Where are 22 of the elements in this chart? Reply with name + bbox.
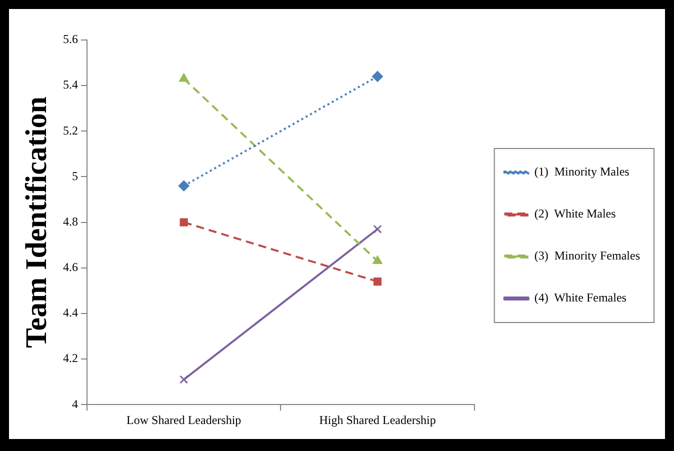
y-tick-label: 4.6 xyxy=(63,260,78,274)
legend-label: (1) Minority Males xyxy=(534,164,630,179)
y-tick-label: 4.2 xyxy=(63,351,78,366)
point xyxy=(373,278,382,286)
x-tick-label: High Shared Leadership xyxy=(319,412,436,427)
legend-label: (4) White Females xyxy=(534,290,627,305)
y-tick-label: 5.4 xyxy=(63,78,78,92)
y-tick-label: 5 xyxy=(72,168,78,183)
y-tick-label: 5.2 xyxy=(63,123,78,138)
point xyxy=(180,375,188,384)
point xyxy=(373,224,382,234)
y-axis-title: Team Identification xyxy=(20,96,53,348)
x-tick-label: Low Shared Leadership xyxy=(126,412,242,427)
point xyxy=(372,70,384,82)
y-tick-label: 4.8 xyxy=(63,214,78,228)
y-tick-label: 4 xyxy=(72,396,78,411)
y-tick-label: 5.6 xyxy=(63,32,78,46)
point xyxy=(178,180,190,192)
point xyxy=(180,218,188,226)
y-tick-label: 4.4 xyxy=(63,306,78,320)
legend-label: (2) White Males xyxy=(534,206,616,221)
legend-label: (3) Minority Females xyxy=(534,248,640,263)
